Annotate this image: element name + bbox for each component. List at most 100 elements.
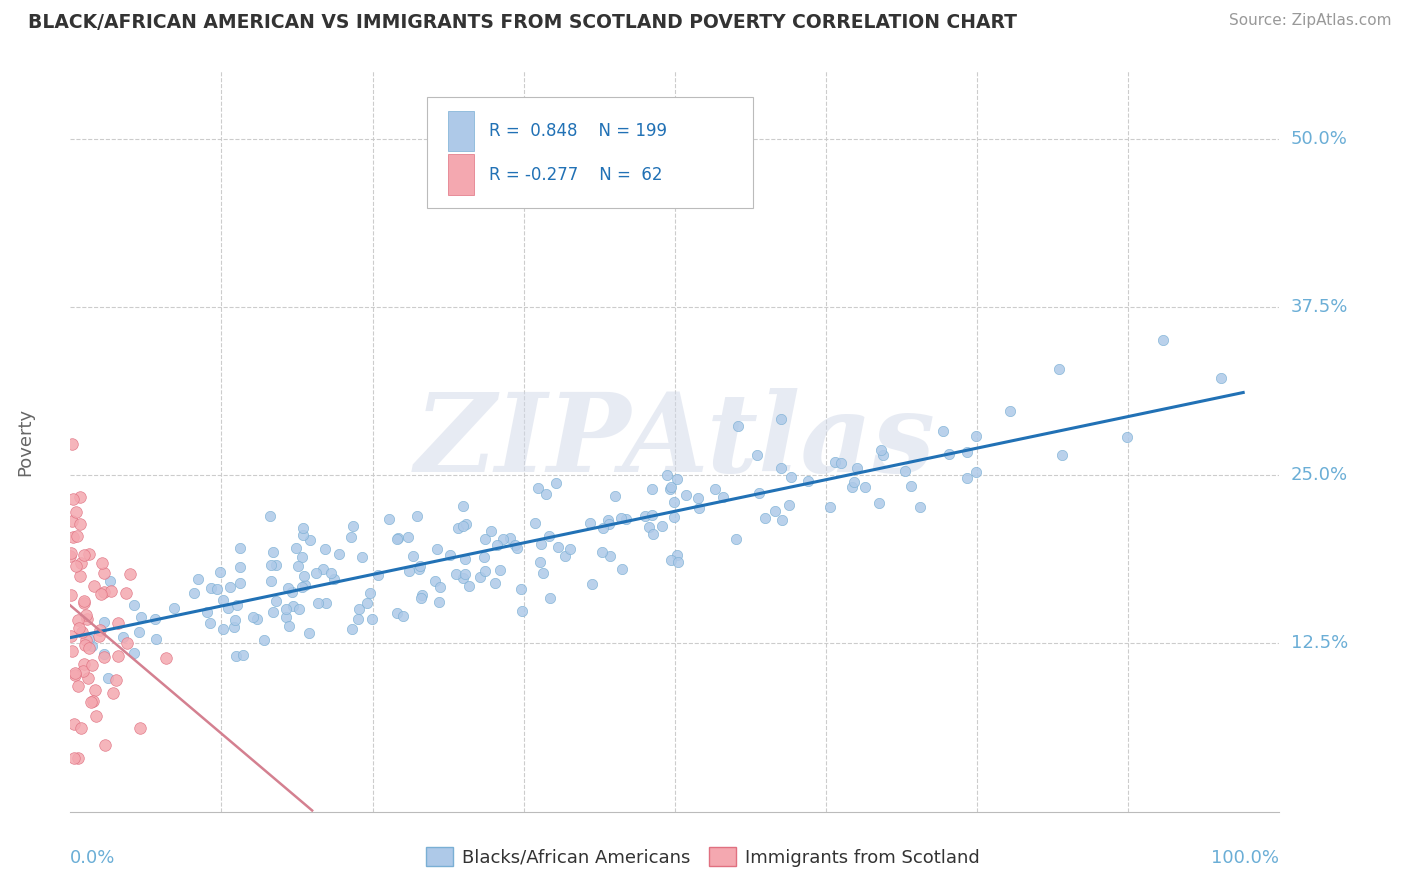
- Point: [69, 721, 91, 735]
- Point: [314, 542, 336, 557]
- Point: [931, 424, 953, 438]
- Point: [72, 665, 94, 679]
- Point: [225, 649, 247, 664]
- Point: [402, 549, 425, 563]
- Point: [77, 632, 100, 646]
- Point: [120, 567, 142, 582]
- Point: [665, 549, 688, 563]
- Point: [474, 565, 496, 579]
- Point: [228, 560, 250, 574]
- Point: [60, 628, 83, 642]
- Point: [1152, 333, 1174, 347]
- Point: [423, 574, 446, 588]
- Point: [499, 532, 522, 546]
- Point: [724, 532, 747, 546]
- Text: 25.0%: 25.0%: [1291, 467, 1348, 484]
- Point: [73, 596, 96, 610]
- Point: [408, 562, 430, 576]
- Point: [492, 532, 515, 546]
- Point: [342, 518, 364, 533]
- Point: [841, 480, 863, 494]
- Point: [105, 673, 128, 687]
- Point: [634, 508, 657, 523]
- Point: [93, 647, 115, 661]
- Point: [63, 751, 86, 765]
- Point: [659, 482, 682, 496]
- Point: [69, 556, 91, 570]
- Point: [770, 460, 793, 475]
- Point: [830, 456, 852, 470]
- FancyBboxPatch shape: [427, 97, 754, 209]
- Point: [527, 481, 550, 495]
- Point: [72, 625, 94, 640]
- Point: [596, 512, 619, 526]
- Point: [129, 610, 152, 624]
- Point: [638, 520, 661, 534]
- Point: [1047, 361, 1070, 376]
- Point: [429, 580, 451, 594]
- Point: [219, 580, 242, 594]
- Point: [80, 696, 103, 710]
- Text: Source: ZipAtlas.com: Source: ZipAtlas.com: [1229, 13, 1392, 29]
- Point: [640, 508, 662, 522]
- Point: [350, 549, 373, 564]
- Point: [122, 647, 145, 661]
- Point: [770, 412, 793, 426]
- Point: [796, 474, 818, 488]
- Point: [94, 738, 117, 752]
- Point: [77, 671, 100, 685]
- Point: [75, 632, 97, 647]
- Point: [60, 436, 83, 450]
- Point: [73, 548, 96, 562]
- Point: [650, 518, 672, 533]
- Text: 100.0%: 100.0%: [1212, 849, 1279, 867]
- Point: [870, 442, 893, 457]
- Point: [211, 593, 233, 607]
- Point: [305, 566, 328, 580]
- Point: [538, 591, 561, 605]
- Point: [468, 570, 491, 584]
- Point: [998, 404, 1021, 418]
- Point: [115, 585, 138, 599]
- Point: [531, 566, 554, 580]
- Point: [426, 542, 449, 557]
- Point: [62, 492, 84, 507]
- Point: [307, 596, 329, 610]
- Point: [641, 482, 664, 496]
- Text: 12.5%: 12.5%: [1291, 634, 1348, 652]
- Point: [212, 622, 235, 636]
- Point: [409, 591, 432, 605]
- Point: [290, 580, 312, 594]
- Point: [83, 682, 105, 697]
- Point: [510, 582, 533, 596]
- Point: [454, 516, 477, 531]
- Point: [610, 561, 633, 575]
- Point: [846, 460, 869, 475]
- Point: [82, 694, 104, 708]
- Point: [592, 521, 614, 535]
- Point: [77, 641, 100, 656]
- Point: [73, 657, 96, 671]
- Point: [411, 588, 433, 602]
- Text: 37.5%: 37.5%: [1291, 298, 1348, 316]
- Point: [359, 586, 381, 600]
- Point: [454, 552, 477, 566]
- Point: [82, 639, 104, 653]
- Point: [187, 572, 209, 586]
- Point: [457, 579, 479, 593]
- Point: [298, 625, 321, 640]
- Point: [385, 606, 408, 620]
- Point: [530, 537, 553, 551]
- Point: [195, 605, 218, 619]
- Point: [965, 466, 987, 480]
- Point: [65, 559, 87, 574]
- Point: [686, 491, 709, 506]
- Point: [688, 500, 710, 515]
- Point: [281, 599, 304, 613]
- Point: [965, 428, 987, 442]
- Point: [242, 610, 264, 624]
- Point: [659, 480, 682, 494]
- Point: [281, 584, 304, 599]
- Point: [754, 510, 776, 524]
- Point: [183, 586, 205, 600]
